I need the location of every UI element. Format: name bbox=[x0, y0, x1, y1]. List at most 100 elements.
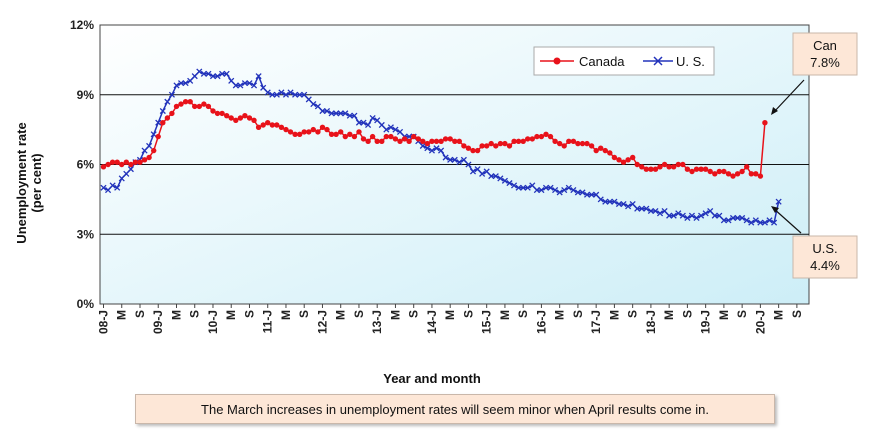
us-point bbox=[168, 91, 175, 98]
us-point bbox=[351, 112, 358, 119]
us-point bbox=[387, 124, 394, 131]
x-tick-label: S bbox=[242, 310, 256, 318]
svg-text:U.S.: U.S. bbox=[812, 241, 837, 256]
canada-point bbox=[269, 122, 275, 128]
us-point bbox=[105, 187, 112, 194]
canada-point bbox=[411, 133, 417, 140]
x-tick-label: 18-J bbox=[644, 310, 658, 334]
us-point bbox=[757, 219, 764, 226]
canada-point bbox=[342, 133, 348, 140]
canada-point bbox=[105, 161, 111, 168]
canada-point bbox=[424, 140, 431, 147]
canada-point bbox=[625, 157, 631, 163]
us-point bbox=[406, 133, 413, 140]
us-point bbox=[629, 200, 636, 208]
us-point bbox=[314, 103, 321, 110]
us-point bbox=[241, 80, 248, 87]
us-point bbox=[675, 210, 682, 217]
canada-point bbox=[506, 143, 513, 149]
canada-point bbox=[470, 147, 476, 154]
canada-point bbox=[283, 126, 289, 133]
us-point bbox=[219, 70, 226, 77]
callout-canada-arrow bbox=[772, 79, 805, 114]
canada-point bbox=[420, 138, 426, 144]
x-tick-label: S bbox=[790, 310, 804, 318]
us-point bbox=[597, 196, 604, 203]
canada-point bbox=[620, 159, 627, 165]
legend-marker-us bbox=[653, 56, 663, 66]
us-point bbox=[323, 107, 331, 115]
us-point bbox=[615, 200, 623, 208]
x-tick-label: S bbox=[407, 310, 421, 318]
canada-point bbox=[753, 171, 759, 177]
us-point bbox=[725, 217, 732, 224]
us-point bbox=[355, 119, 363, 126]
us-point bbox=[159, 107, 166, 115]
us-point bbox=[232, 82, 239, 89]
legend-label-us: U. S. bbox=[676, 54, 705, 69]
canada-point bbox=[251, 117, 257, 124]
canada-point bbox=[196, 103, 202, 110]
series-us bbox=[100, 68, 782, 226]
us-point bbox=[583, 191, 591, 198]
us-point bbox=[396, 128, 404, 136]
canada-point bbox=[684, 166, 691, 172]
canada-point bbox=[360, 136, 367, 142]
canada-point bbox=[680, 161, 686, 168]
canada-point bbox=[224, 113, 230, 119]
us-point bbox=[182, 80, 189, 87]
canada-point bbox=[114, 159, 120, 165]
us-point bbox=[273, 91, 280, 98]
canada-point bbox=[301, 129, 307, 135]
us-point bbox=[524, 184, 531, 191]
us-point bbox=[515, 184, 522, 191]
us-point bbox=[679, 212, 686, 219]
canada-point bbox=[561, 143, 567, 149]
us-point bbox=[771, 219, 778, 226]
us-point bbox=[698, 212, 705, 219]
us-point bbox=[474, 166, 481, 173]
canada-point bbox=[228, 115, 234, 121]
us-point bbox=[488, 173, 495, 180]
x-tick-label: M bbox=[553, 310, 567, 320]
canada-point bbox=[260, 122, 266, 128]
canada-point bbox=[388, 133, 394, 140]
canada-point bbox=[123, 159, 129, 165]
canada-point bbox=[566, 138, 572, 144]
canada-point bbox=[693, 166, 700, 172]
us-point bbox=[634, 205, 641, 212]
canada-point bbox=[657, 164, 663, 170]
canada-point bbox=[383, 133, 389, 140]
canada-point bbox=[155, 133, 161, 140]
x-tick-label: S bbox=[461, 310, 475, 318]
x-tick-label: M bbox=[607, 310, 621, 320]
canada-point bbox=[429, 138, 435, 144]
canada-point bbox=[579, 140, 586, 147]
us-point bbox=[223, 70, 230, 77]
us-point bbox=[647, 207, 654, 215]
us-point bbox=[547, 184, 554, 191]
canada-point bbox=[689, 168, 695, 175]
canada-point bbox=[182, 99, 189, 105]
canada-point bbox=[433, 138, 440, 144]
canada-point bbox=[552, 138, 558, 144]
us-point bbox=[693, 214, 700, 222]
canada-point bbox=[456, 138, 462, 144]
canada-point bbox=[570, 138, 577, 144]
legend-marker-canada bbox=[553, 57, 561, 65]
us-point bbox=[506, 180, 513, 187]
us-point bbox=[365, 121, 372, 129]
us-point bbox=[447, 156, 454, 163]
us-point bbox=[292, 91, 299, 98]
canada-point bbox=[146, 154, 152, 161]
canada-point bbox=[648, 166, 654, 172]
x-axis-label: Year and month bbox=[383, 371, 481, 386]
canada-point bbox=[730, 173, 736, 179]
canada-point bbox=[557, 140, 563, 147]
canada-point bbox=[547, 133, 554, 140]
us-point bbox=[278, 89, 285, 96]
canada-point bbox=[128, 161, 134, 168]
canada-point bbox=[160, 120, 166, 126]
us-point bbox=[187, 77, 194, 84]
